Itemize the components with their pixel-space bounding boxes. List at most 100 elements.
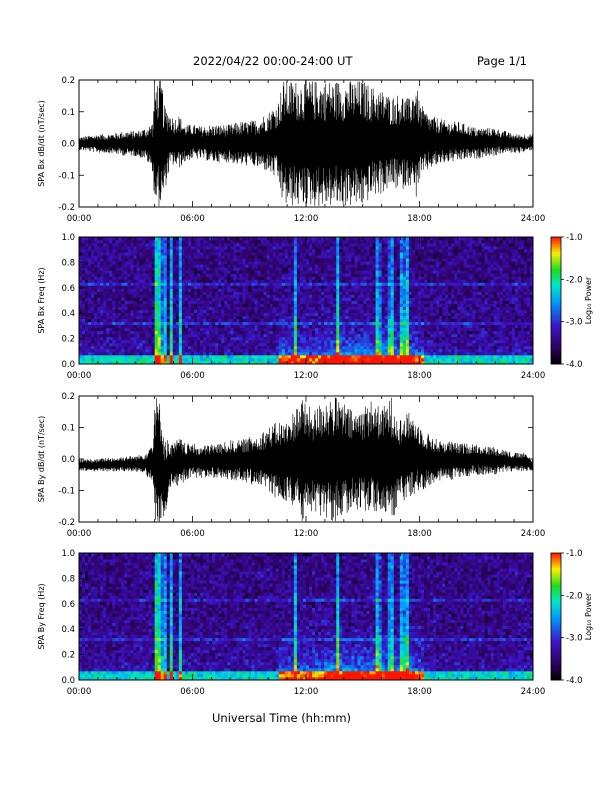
spectrogram-cell bbox=[221, 357, 225, 362]
spectrogram-cell bbox=[339, 291, 343, 295]
spectrogram-cell bbox=[302, 279, 307, 283]
spectrogram-cell bbox=[333, 261, 337, 265]
spectrogram-cell bbox=[293, 297, 298, 301]
spectrogram-cell bbox=[139, 285, 143, 289]
spectrogram-cell bbox=[166, 360, 171, 365]
spectrogram-cell bbox=[190, 297, 195, 301]
spectrogram-cell bbox=[124, 291, 128, 295]
spectrogram-cell bbox=[414, 321, 419, 326]
spectrogram-cell bbox=[372, 264, 377, 268]
spectrogram-cell bbox=[175, 327, 180, 332]
spectrogram-cell bbox=[384, 330, 389, 335]
spectrogram-cell bbox=[181, 324, 186, 329]
spectrogram-cell bbox=[272, 294, 277, 298]
spectrogram-cell bbox=[245, 249, 249, 253]
spectrogram-cell bbox=[154, 345, 159, 350]
spectrogram-cell bbox=[430, 258, 434, 262]
spectrogram-cell bbox=[121, 354, 125, 359]
spectrogram-cell bbox=[260, 342, 265, 347]
spectrogram-cell bbox=[287, 243, 292, 247]
spectrogram-cell bbox=[194, 264, 198, 268]
spectrogram-cell bbox=[79, 339, 83, 344]
spectrogram-cell bbox=[257, 276, 261, 280]
spectrogram-cell bbox=[269, 246, 274, 250]
spectrogram-cell bbox=[157, 312, 162, 317]
spectrogram-cell bbox=[327, 261, 331, 265]
spectrogram-cell bbox=[399, 315, 404, 320]
spectrogram-cell bbox=[402, 267, 407, 271]
spectrogram-cell bbox=[278, 267, 283, 271]
spectrogram-cell bbox=[245, 306, 249, 310]
spectrogram-cell bbox=[363, 243, 367, 247]
spectrogram-cell bbox=[387, 258, 392, 262]
spectrogram-cell bbox=[187, 273, 192, 277]
spectrogram-cell bbox=[206, 345, 210, 350]
spectrogram-cell bbox=[333, 240, 337, 244]
spectrogram-cell bbox=[124, 249, 128, 253]
spectrogram-cell bbox=[100, 246, 104, 250]
spectrogram-cell bbox=[424, 264, 428, 268]
spectrogram-cell bbox=[227, 321, 231, 326]
spectrogram-cell bbox=[145, 309, 150, 313]
spectrogram-cell bbox=[263, 276, 268, 280]
spectrogram-cell bbox=[369, 255, 373, 259]
spectrogram-cell bbox=[112, 279, 116, 283]
spectrogram-cell bbox=[103, 273, 107, 277]
spectrogram-cell bbox=[254, 291, 258, 295]
spectrogram-cell bbox=[333, 336, 337, 341]
spectrogram-cell bbox=[357, 303, 361, 307]
spectrogram-cell bbox=[269, 282, 274, 286]
spectrogram-cell bbox=[312, 330, 316, 335]
spectrogram-cell bbox=[342, 258, 346, 262]
spectrogram-cell bbox=[430, 321, 434, 326]
spectrogram-cell bbox=[209, 354, 213, 359]
spectrogram-cell bbox=[82, 300, 86, 304]
spectrogram-cell bbox=[357, 240, 361, 244]
spectrogram-cell bbox=[103, 303, 107, 307]
spectrogram-cell bbox=[212, 288, 216, 292]
spectrogram-cell bbox=[121, 303, 125, 307]
spectrogram-cell bbox=[163, 324, 168, 329]
spectrogram-cell bbox=[118, 351, 122, 356]
spectrogram-cell bbox=[103, 291, 107, 295]
spectrogram-cell bbox=[339, 303, 343, 307]
spectrogram-cell bbox=[206, 294, 210, 298]
spectrogram-cell bbox=[154, 312, 159, 317]
spectrogram-cell bbox=[169, 237, 174, 241]
page-number: Page 1/1 bbox=[477, 54, 528, 68]
spectrogram-cell bbox=[269, 312, 274, 317]
spectrogram-cell bbox=[421, 282, 425, 286]
spectrogram-cell bbox=[348, 339, 352, 344]
spectrogram-cell bbox=[430, 348, 434, 353]
spectrogram-cell bbox=[142, 294, 146, 298]
spectrogram-cell bbox=[369, 327, 373, 332]
spectrogram-cell bbox=[145, 357, 150, 362]
spectrogram-cell bbox=[157, 315, 162, 320]
spectrogram-cell bbox=[372, 300, 377, 304]
spectrogram-cell bbox=[100, 312, 104, 317]
spectrogram-cell bbox=[154, 330, 159, 335]
spectrogram-cell bbox=[157, 357, 162, 362]
spectrogram-cell bbox=[236, 354, 240, 359]
spectrogram-cell bbox=[136, 354, 140, 359]
spectrogram-cell bbox=[312, 270, 316, 274]
spectrogram-cell bbox=[287, 252, 292, 256]
spectrogram-cell bbox=[393, 306, 398, 310]
spectrogram-cell bbox=[130, 294, 134, 298]
spectrogram-cell bbox=[118, 345, 122, 350]
spectrogram-cell bbox=[357, 354, 361, 359]
spectrogram-cell bbox=[245, 315, 249, 320]
spectrogram-cell bbox=[148, 267, 153, 271]
spectrogram-cell bbox=[157, 336, 162, 341]
spectrogram-cell bbox=[393, 351, 398, 356]
spectrogram-cell bbox=[200, 333, 204, 338]
spectrogram-cell bbox=[351, 342, 355, 347]
spectrogram-cell bbox=[212, 309, 216, 313]
spectrogram-cell bbox=[357, 318, 361, 323]
spectrogram-cell bbox=[254, 303, 258, 307]
spectrogram-cell bbox=[342, 303, 346, 307]
spectrogram-cell bbox=[248, 285, 252, 289]
spectrogram-cell bbox=[363, 336, 367, 341]
spectrogram-cell bbox=[85, 288, 89, 292]
spectrogram-cell bbox=[157, 330, 162, 335]
